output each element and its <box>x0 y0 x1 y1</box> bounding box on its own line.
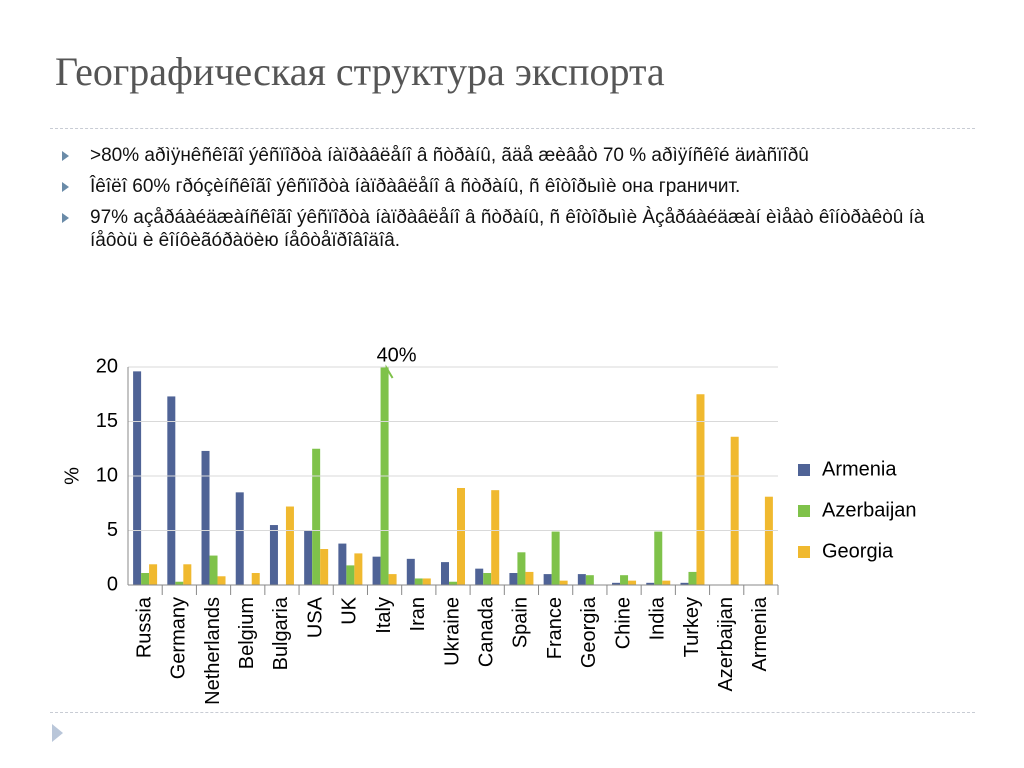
bar <box>517 552 526 585</box>
legend-label: Georgia <box>822 540 894 562</box>
y-tick-label: 5 <box>107 519 118 541</box>
legend-swatch <box>798 505 810 517</box>
bar <box>320 549 329 585</box>
bar <box>217 576 226 585</box>
y-tick-label: 15 <box>96 410 118 432</box>
annotation-arrow <box>385 364 394 397</box>
x-tick-label: India <box>647 596 669 640</box>
bar <box>312 448 321 585</box>
bar <box>509 573 518 585</box>
annotation: 40% <box>377 344 417 366</box>
x-tick-label: Armenia <box>749 596 771 671</box>
x-tick-label: Russia <box>133 596 155 658</box>
bar <box>441 562 449 585</box>
slide-title: Географическая структура экспорта <box>55 49 665 94</box>
bar <box>133 371 142 585</box>
x-tick-label: Iran <box>407 597 429 631</box>
bar <box>680 582 689 585</box>
bar <box>730 436 739 585</box>
bullet: >80% aðìÿнêñêîãî ýêñïîðòà íàïðàâëåíî â ñ… <box>62 144 970 167</box>
bar <box>620 575 629 585</box>
bar <box>167 396 176 585</box>
bar <box>628 580 637 585</box>
bar <box>457 487 465 585</box>
x-tick-label: Italy <box>373 597 395 634</box>
x-tick-label: Belgium <box>236 597 258 669</box>
bar <box>543 574 552 585</box>
bar <box>654 531 663 585</box>
x-tick-label: UK <box>339 596 361 624</box>
x-tick-label: Ukraine <box>441 597 463 666</box>
divider <box>50 712 975 713</box>
bar <box>662 580 671 585</box>
nav-icon <box>52 724 63 742</box>
y-tick-label: 20 <box>96 355 118 377</box>
bar <box>551 531 560 585</box>
bar <box>141 573 150 585</box>
bar <box>388 574 397 585</box>
legend-swatch <box>798 464 810 476</box>
x-tick-label: USA <box>304 596 326 638</box>
bar <box>559 580 568 585</box>
x-tick-label: France <box>544 597 566 659</box>
bar <box>201 450 210 585</box>
bar <box>209 555 218 585</box>
bar <box>646 582 655 585</box>
bar <box>406 558 415 585</box>
bar <box>688 571 697 585</box>
bar <box>269 525 278 585</box>
bar <box>475 568 484 585</box>
y-tick-label: 0 <box>107 573 118 595</box>
x-tick-label: Bulgaria <box>270 596 292 670</box>
bar <box>285 506 294 585</box>
bar <box>764 496 773 585</box>
x-tick-label: Chine <box>612 597 634 649</box>
bar <box>577 574 586 585</box>
divider <box>50 128 975 129</box>
bar <box>338 543 347 585</box>
bar <box>696 394 705 585</box>
y-tick-label: 10 <box>96 464 118 486</box>
x-tick-label: Turkey <box>681 597 703 657</box>
bar <box>414 578 423 585</box>
bullet: Îêîëî 60% гðóçèíñêîãî ýêñïîðòà íàïðàâëåí… <box>62 175 970 198</box>
bar <box>449 581 457 585</box>
x-tick-label: Canada <box>475 596 497 667</box>
bar <box>175 581 184 585</box>
legend-label: Azerbaijan <box>822 499 917 521</box>
bar <box>354 553 363 585</box>
bar <box>346 565 355 585</box>
x-tick-label: Netherlands <box>202 597 224 705</box>
bar <box>304 530 313 585</box>
bar <box>235 492 244 585</box>
y-axis-label: % <box>61 467 83 485</box>
bullet: 97% açåðáàéäæàíñêîãî ýêñïîðòà íàïðàâëåíî… <box>62 206 970 252</box>
x-tick-label: Spain <box>510 597 532 648</box>
bullet-list: >80% aðìÿнêñêîãî ýêñïîðòà íàïðàâëåíî â ñ… <box>62 144 970 260</box>
bar <box>183 564 192 585</box>
bar <box>422 578 431 585</box>
bar <box>372 556 381 585</box>
bar <box>491 490 500 585</box>
legend-label: Armenia <box>822 458 897 480</box>
bar <box>149 564 158 585</box>
bar <box>483 573 492 585</box>
bar <box>612 582 621 585</box>
legend-swatch <box>798 546 810 558</box>
x-tick-label: Azerbaijan <box>715 597 737 692</box>
x-tick-label: Germany <box>168 597 190 679</box>
x-tick-label: Georgia <box>578 596 600 668</box>
bar <box>251 573 260 585</box>
bar <box>525 571 534 585</box>
bar <box>585 575 594 585</box>
